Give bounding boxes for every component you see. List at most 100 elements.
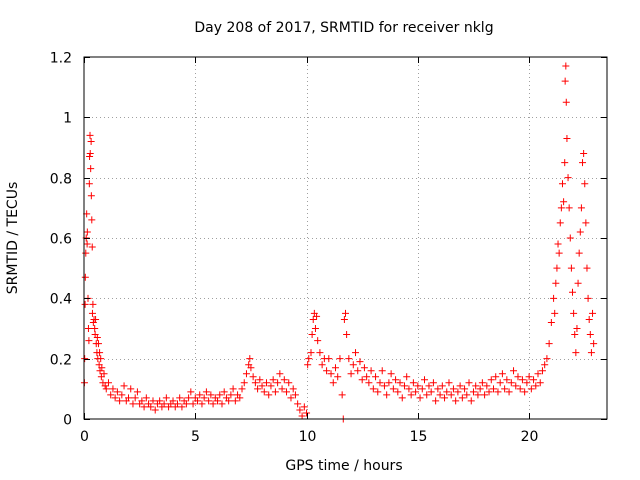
data-point bbox=[566, 234, 574, 242]
data-point bbox=[383, 391, 391, 399]
data-point bbox=[587, 349, 595, 357]
data-point bbox=[111, 394, 119, 402]
data-point bbox=[458, 394, 466, 402]
data-point bbox=[590, 340, 598, 348]
data-point bbox=[176, 394, 184, 402]
x-tick-label: 0 bbox=[80, 429, 89, 445]
data-point bbox=[562, 98, 570, 106]
data-point bbox=[409, 379, 417, 387]
data-point bbox=[496, 379, 504, 387]
data-point bbox=[84, 325, 92, 332]
data-point bbox=[454, 388, 462, 396]
data-point bbox=[140, 403, 148, 411]
data-point bbox=[325, 355, 333, 363]
data-point bbox=[478, 379, 486, 387]
data-point bbox=[503, 376, 511, 384]
data-point bbox=[492, 373, 500, 381]
data-point bbox=[336, 355, 344, 363]
data-point bbox=[142, 394, 150, 402]
data-point bbox=[585, 315, 593, 323]
data-point bbox=[178, 403, 186, 411]
data-point bbox=[160, 400, 168, 408]
data-point bbox=[287, 394, 295, 402]
data-point bbox=[552, 279, 560, 287]
data-point bbox=[98, 364, 106, 372]
data-point bbox=[541, 361, 549, 369]
chart-title: Day 208 of 2017, SRMTID for receiver nkl… bbox=[194, 20, 493, 36]
data-point bbox=[260, 388, 268, 396]
data-point bbox=[214, 397, 222, 405]
data-point bbox=[347, 370, 355, 378]
data-point bbox=[563, 134, 571, 142]
y-tick-label: 1.2 bbox=[50, 51, 72, 67]
data-point bbox=[427, 388, 435, 396]
data-point bbox=[269, 376, 277, 384]
data-point bbox=[412, 388, 420, 396]
data-point bbox=[107, 391, 115, 399]
data-point bbox=[550, 294, 558, 302]
data-point bbox=[501, 385, 509, 393]
data-point bbox=[400, 382, 408, 390]
data-point bbox=[104, 379, 112, 387]
data-point bbox=[536, 379, 544, 387]
data-point bbox=[467, 397, 475, 405]
data-point bbox=[423, 391, 431, 399]
data-point bbox=[147, 403, 155, 411]
data-point bbox=[113, 388, 121, 396]
data-point bbox=[405, 385, 413, 393]
data-point bbox=[369, 385, 377, 393]
data-point bbox=[532, 382, 540, 390]
y-tick-label: 0 bbox=[63, 413, 72, 429]
data-point bbox=[421, 376, 429, 384]
data-point bbox=[521, 388, 529, 396]
data-point bbox=[97, 355, 105, 363]
data-point bbox=[432, 397, 440, 405]
data-point bbox=[256, 376, 264, 384]
data-point bbox=[557, 204, 565, 212]
data-point bbox=[577, 204, 585, 212]
data-point bbox=[340, 315, 348, 323]
data-point bbox=[543, 355, 551, 363]
data-point bbox=[96, 367, 104, 375]
data-point bbox=[81, 273, 89, 281]
data-point bbox=[565, 204, 573, 212]
data-point bbox=[291, 391, 299, 399]
data-point bbox=[414, 382, 422, 390]
data-point bbox=[394, 388, 402, 396]
data-point bbox=[314, 337, 322, 345]
data-point bbox=[525, 373, 533, 381]
data-point bbox=[307, 349, 315, 357]
data-point bbox=[131, 394, 139, 402]
data-point bbox=[285, 379, 293, 387]
data-point bbox=[280, 376, 288, 384]
data-point bbox=[514, 373, 522, 381]
data-point bbox=[334, 373, 342, 381]
data-point bbox=[456, 382, 464, 390]
data-point bbox=[463, 391, 471, 399]
data-point bbox=[101, 382, 109, 390]
data-point bbox=[138, 397, 146, 405]
data-point bbox=[554, 240, 562, 248]
data-point bbox=[96, 349, 104, 357]
data-point bbox=[534, 370, 542, 378]
data-point bbox=[518, 376, 526, 384]
data-point bbox=[246, 355, 254, 363]
data-point bbox=[387, 370, 395, 378]
data-point bbox=[185, 394, 193, 402]
data-point bbox=[385, 379, 393, 387]
data-point bbox=[365, 379, 373, 387]
data-point bbox=[116, 397, 124, 405]
data-point bbox=[583, 264, 591, 272]
data-point bbox=[352, 349, 360, 357]
data-point bbox=[396, 379, 404, 387]
data-point bbox=[194, 397, 202, 405]
data-point bbox=[278, 385, 286, 393]
data-point bbox=[510, 367, 518, 375]
data-point bbox=[345, 355, 353, 363]
data-point bbox=[88, 243, 96, 251]
data-point bbox=[476, 385, 484, 393]
data-point bbox=[489, 385, 497, 393]
data-point bbox=[374, 388, 382, 396]
data-point bbox=[569, 288, 577, 296]
